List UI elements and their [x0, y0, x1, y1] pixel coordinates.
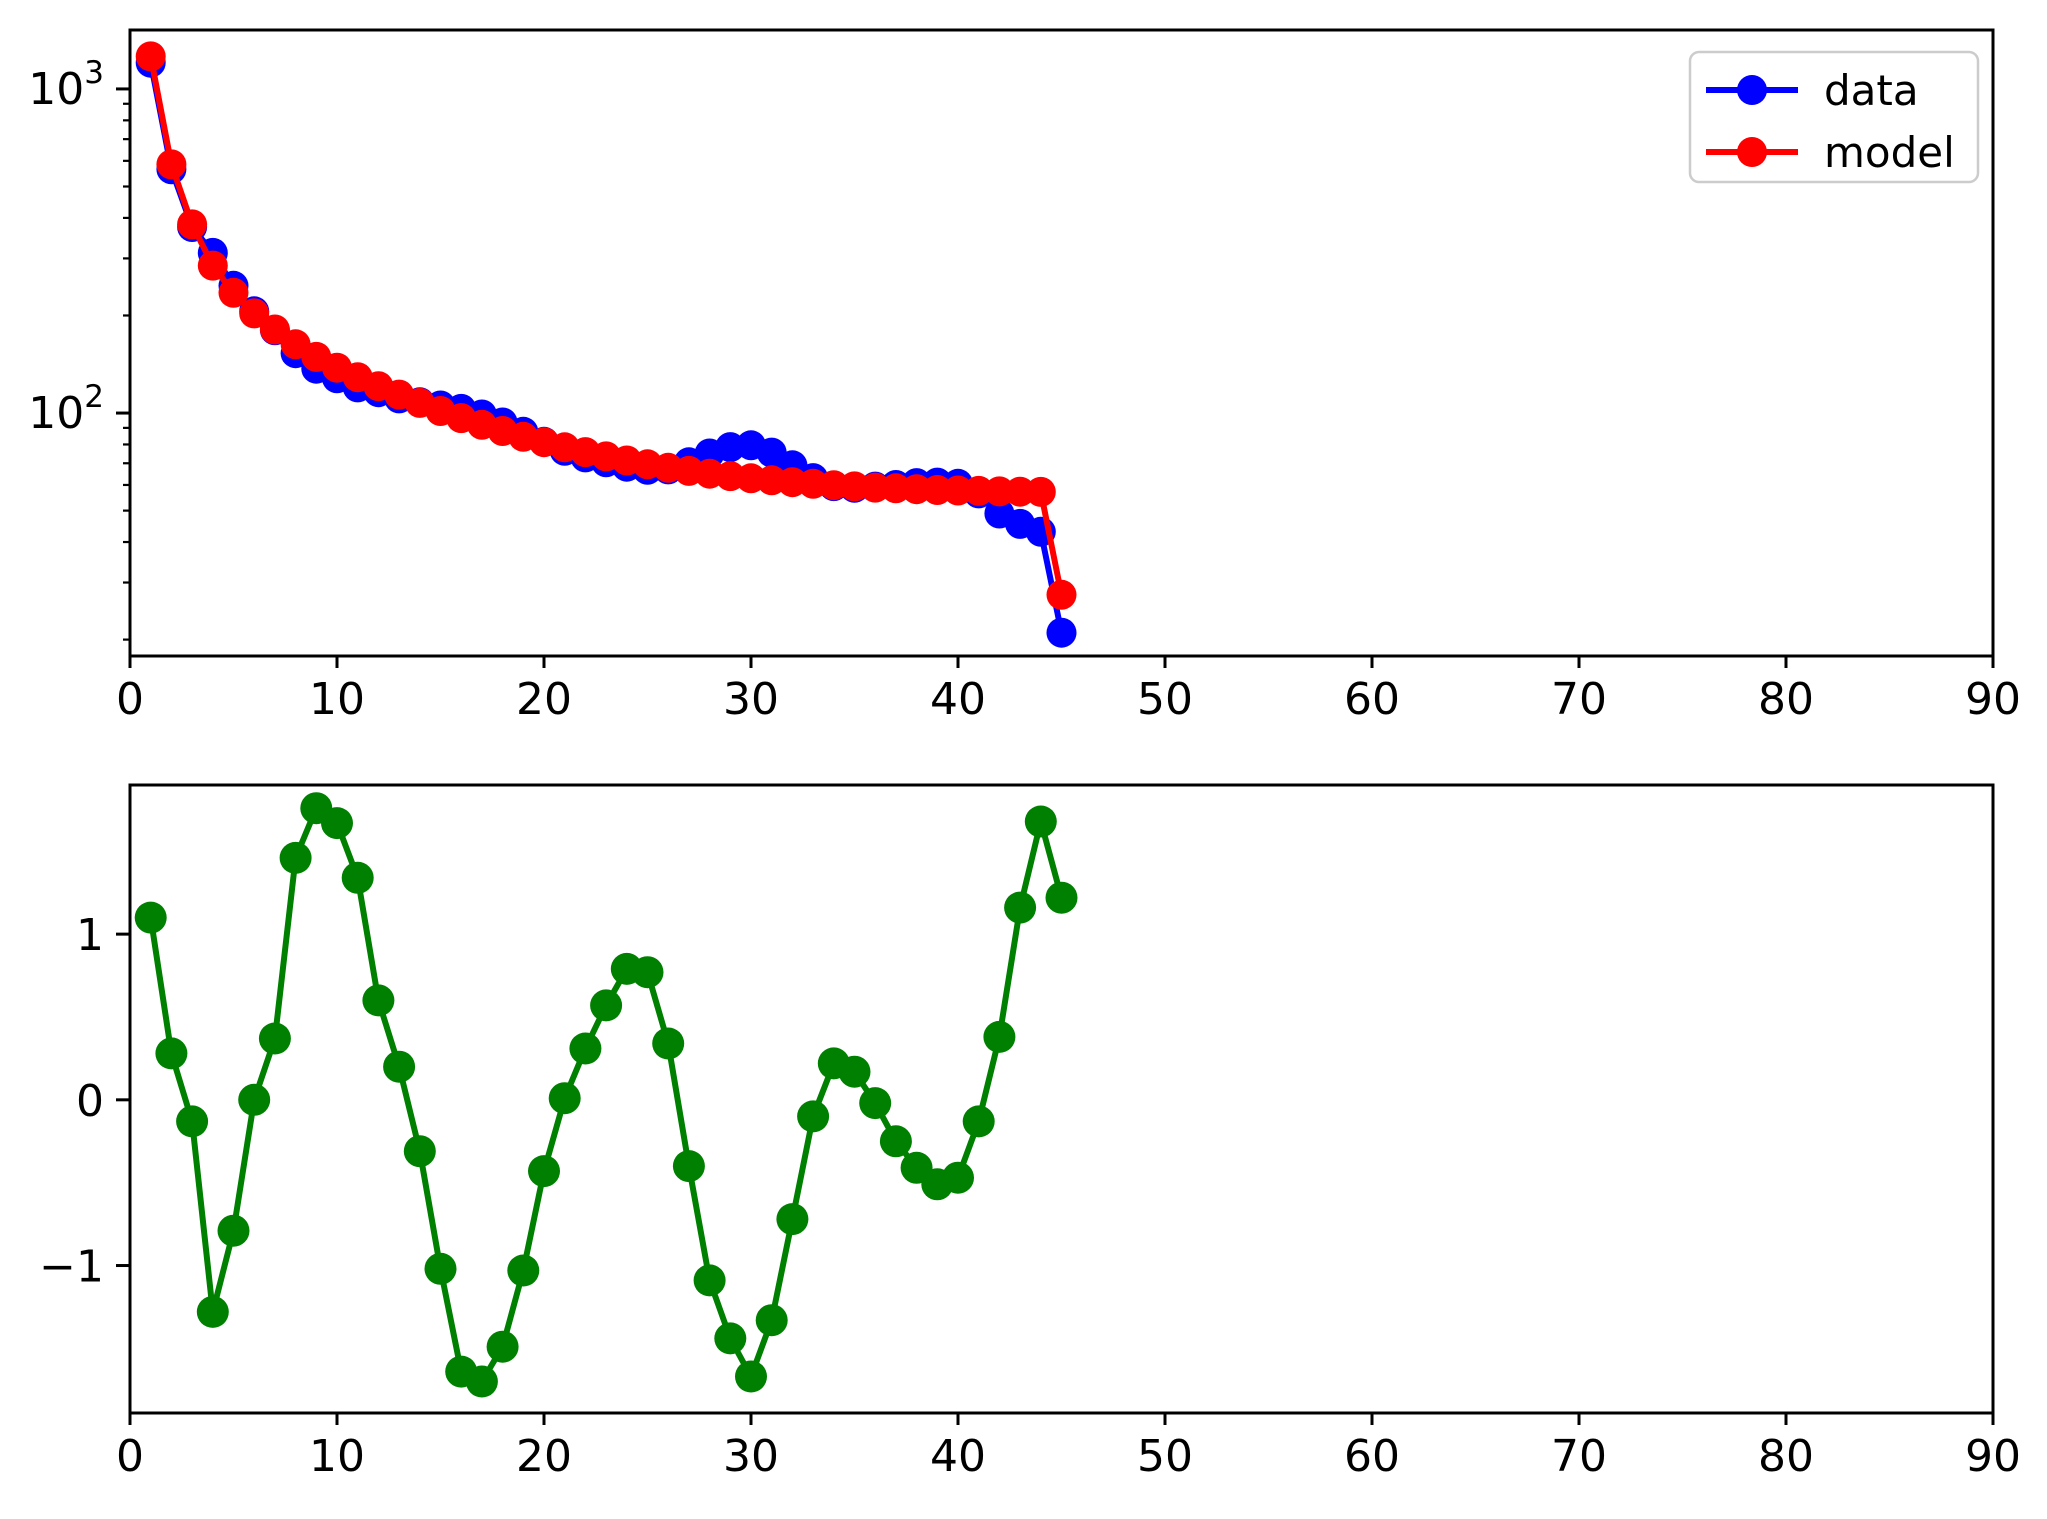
x-tick-label: 30: [723, 1431, 779, 1482]
model-series-marker: [1046, 579, 1077, 610]
x-tick-label: 50: [1137, 674, 1193, 725]
residuals-series-marker: [279, 841, 312, 874]
model-series-marker: [1025, 476, 1056, 507]
residuals-series-marker: [383, 1050, 416, 1083]
data-series-marker: [1046, 617, 1077, 648]
x-tick-label: 50: [1137, 1431, 1193, 1482]
residuals-series-marker: [735, 1360, 767, 1393]
residuals-series-marker: [424, 1252, 457, 1285]
y-tick-label: 1: [76, 910, 104, 961]
residuals-series-marker: [1024, 805, 1057, 838]
residuals-series-marker: [486, 1330, 519, 1363]
residuals-series-marker: [548, 1082, 581, 1115]
residuals-series-marker: [321, 807, 353, 840]
model-series-marker: [984, 476, 1015, 507]
residuals-series-marker: [569, 1032, 602, 1065]
residuals-series-marker: [362, 984, 395, 1017]
residuals-series-marker: [755, 1304, 788, 1337]
residuals-series-marker: [797, 1100, 830, 1133]
residuals-series-marker: [942, 1161, 974, 1194]
x-tick-label: 40: [930, 674, 986, 725]
residuals-series-marker: [134, 901, 167, 934]
x-tick-label: 30: [723, 674, 779, 725]
legend: data model: [1688, 50, 1980, 184]
residuals-series-marker: [590, 989, 623, 1022]
residuals-series-marker: [155, 1037, 188, 1070]
residuals-series-marker: [652, 1027, 685, 1060]
residuals-series-marker: [714, 1322, 747, 1355]
x-tick-label: 10: [309, 1431, 365, 1482]
y-tick-label: 102: [28, 379, 104, 439]
x-tick-label: 90: [1965, 1431, 2021, 1482]
model-series-marker: [177, 209, 208, 240]
model-series-marker: [259, 314, 290, 345]
model-series-marker: [197, 250, 228, 281]
residuals-series-marker: [196, 1295, 229, 1328]
residuals-series-marker: [1004, 891, 1037, 924]
residuals-series-marker: [465, 1365, 498, 1398]
residuals-series-marker: [1045, 881, 1078, 914]
residuals-series-marker: [528, 1155, 560, 1188]
top-plot: 0 10 20 30 40 50 60 70 80 90 102 103 data model: [28, 28, 2021, 725]
x-tick-label: 80: [1758, 1431, 1814, 1482]
residuals-series-marker: [403, 1135, 436, 1168]
residuals-series-marker: [693, 1264, 726, 1297]
model-series-marker: [156, 149, 187, 180]
x-tick-label: 20: [516, 1431, 572, 1482]
model-series-marker: [1005, 476, 1036, 507]
legend-entry-data-marker-sample: [1737, 75, 1767, 105]
x-tick-label: 80: [1758, 674, 1814, 725]
residuals-series-marker: [341, 861, 374, 894]
x-tick-label: 60: [1344, 674, 1400, 725]
residuals-series-marker: [983, 1020, 1016, 1053]
residuals-series-line: [147, 805, 1065, 1385]
model-series-marker: [135, 41, 166, 72]
residuals-series-marker: [672, 1150, 705, 1183]
y-tick-label: 103: [28, 55, 104, 115]
residuals-series-marker: [859, 1087, 892, 1120]
x-tick-label: 70: [1551, 674, 1607, 725]
residuals-series-marker: [838, 1055, 871, 1088]
x-tick-label: 70: [1551, 1431, 1607, 1482]
y-tick-label: −1: [39, 1242, 104, 1293]
residuals-series-marker: [776, 1203, 809, 1236]
residuals-series-marker: [879, 1125, 912, 1158]
x-tick-label: 0: [116, 1431, 144, 1482]
x-tick-label: 90: [1965, 674, 2021, 725]
residuals-series-marker: [238, 1083, 271, 1116]
model-series-marker: [218, 277, 249, 308]
y-tick-label: 0: [76, 1076, 104, 1127]
x-tick-label: 40: [930, 1431, 986, 1482]
x-tick-label: 60: [1344, 1431, 1400, 1482]
residuals-series-marker: [507, 1254, 540, 1287]
residuals-series-marker: [258, 1022, 291, 1055]
residuals-series-marker: [217, 1214, 250, 1247]
plot-top-spines: [128, 28, 1995, 658]
residuals-series-marker: [962, 1105, 995, 1138]
residuals-series-marker: [176, 1105, 209, 1138]
x-tick-label: 20: [516, 674, 572, 725]
legend-entry-model-label: model: [1824, 128, 1955, 177]
legend-entry-data-label: data: [1824, 66, 1919, 115]
x-tick-label: 10: [309, 674, 365, 725]
legend-entry-model-marker-sample: [1737, 137, 1767, 167]
model-series-marker: [239, 298, 270, 329]
residuals-series-marker: [631, 956, 664, 989]
x-tick-label: 0: [116, 674, 144, 725]
